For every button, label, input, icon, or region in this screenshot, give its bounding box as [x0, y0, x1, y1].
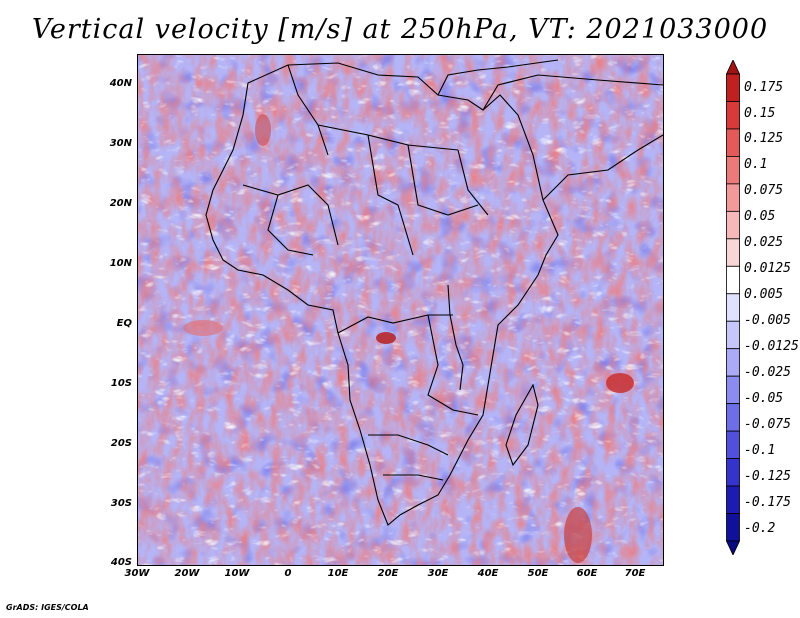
coastline-outline — [205, 59, 663, 526]
colorbar-label: 0.05 — [744, 209, 776, 224]
lon-label-30e: 30E — [427, 568, 449, 579]
colorbar — [726, 60, 740, 555]
colorbar-swatch — [726, 540, 740, 555]
colorbar-label: 0.175 — [744, 80, 784, 95]
colorbar-swatch — [726, 348, 740, 377]
colorbar-swatch — [726, 458, 740, 487]
colorbar-label: 0.005 — [744, 287, 784, 302]
colorbar-swatch — [726, 485, 740, 514]
lat-label-30s: 30S — [110, 498, 132, 509]
lat-label-20n: 20N — [109, 198, 132, 209]
colorbar-swatch — [726, 430, 740, 459]
lon-label-10w: 10W — [224, 568, 250, 579]
colorbar-label: 0.025 — [744, 235, 784, 250]
colorbar-swatch — [726, 156, 740, 185]
colorbar-swatch — [726, 513, 740, 542]
colorbar-label: 0.1 — [744, 157, 768, 172]
colorbar-swatch — [726, 320, 740, 350]
lon-label-0: 0 — [284, 568, 292, 579]
colorbar-label: -0.0125 — [744, 339, 799, 354]
colorbar-label: -0.1 — [744, 443, 776, 458]
lat-label-40s: 40S — [110, 557, 132, 568]
colorbar-swatch — [726, 101, 740, 130]
colorbar-swatch — [726, 403, 740, 432]
colorbar-label: -0.175 — [744, 495, 791, 510]
lon-label-50e: 50E — [527, 568, 549, 579]
colorbar-label: -0.2 — [744, 521, 776, 536]
lat-label-10s: 10S — [110, 378, 132, 389]
colorbar-label: -0.025 — [744, 365, 791, 380]
colorbar-swatch — [726, 128, 740, 157]
lon-label-40e: 40E — [477, 568, 499, 579]
lat-label-40n: 40N — [109, 78, 132, 89]
colorbar-label: 0.15 — [744, 106, 776, 121]
colorbar-swatch — [726, 210, 740, 240]
colorbar-label: -0.005 — [744, 313, 791, 328]
lon-label-20e: 20E — [377, 568, 399, 579]
lat-label-eq: EQ — [116, 318, 132, 329]
colorbar-swatch — [726, 238, 740, 267]
colorbar-swatch — [726, 265, 740, 295]
colorbar-swatch — [726, 60, 740, 75]
colorbar-label: -0.075 — [744, 417, 791, 432]
lon-label-30w: 30W — [124, 568, 150, 579]
map-panel — [137, 54, 664, 566]
plot-title: Vertical velocity [m/s] at 250hPa, VT: 2… — [31, 14, 769, 45]
lat-label-30n: 30N — [109, 138, 132, 149]
lon-label-60e: 60E — [576, 568, 598, 579]
colorbar-swatch — [726, 183, 740, 212]
colorbar-label: -0.05 — [744, 391, 784, 406]
colorbar-label: 0.0125 — [744, 261, 791, 276]
colorbar-swatch — [726, 293, 740, 322]
lat-label-10n: 10N — [109, 258, 132, 269]
lon-label-70e: 70E — [624, 568, 646, 579]
lat-label-20s: 20S — [110, 438, 132, 449]
grads-credit: GrADS: IGES/COLA — [6, 603, 89, 612]
colorbar-swatch — [726, 73, 740, 102]
colorbar-label: -0.125 — [744, 469, 791, 484]
lon-label-20w: 20W — [174, 568, 200, 579]
lon-label-10e: 10E — [327, 568, 349, 579]
colorbar-swatch — [726, 375, 740, 405]
colorbar-label: 0.075 — [744, 183, 784, 198]
vertical-velocity-field — [138, 55, 663, 565]
colorbar-label: 0.125 — [744, 131, 784, 146]
